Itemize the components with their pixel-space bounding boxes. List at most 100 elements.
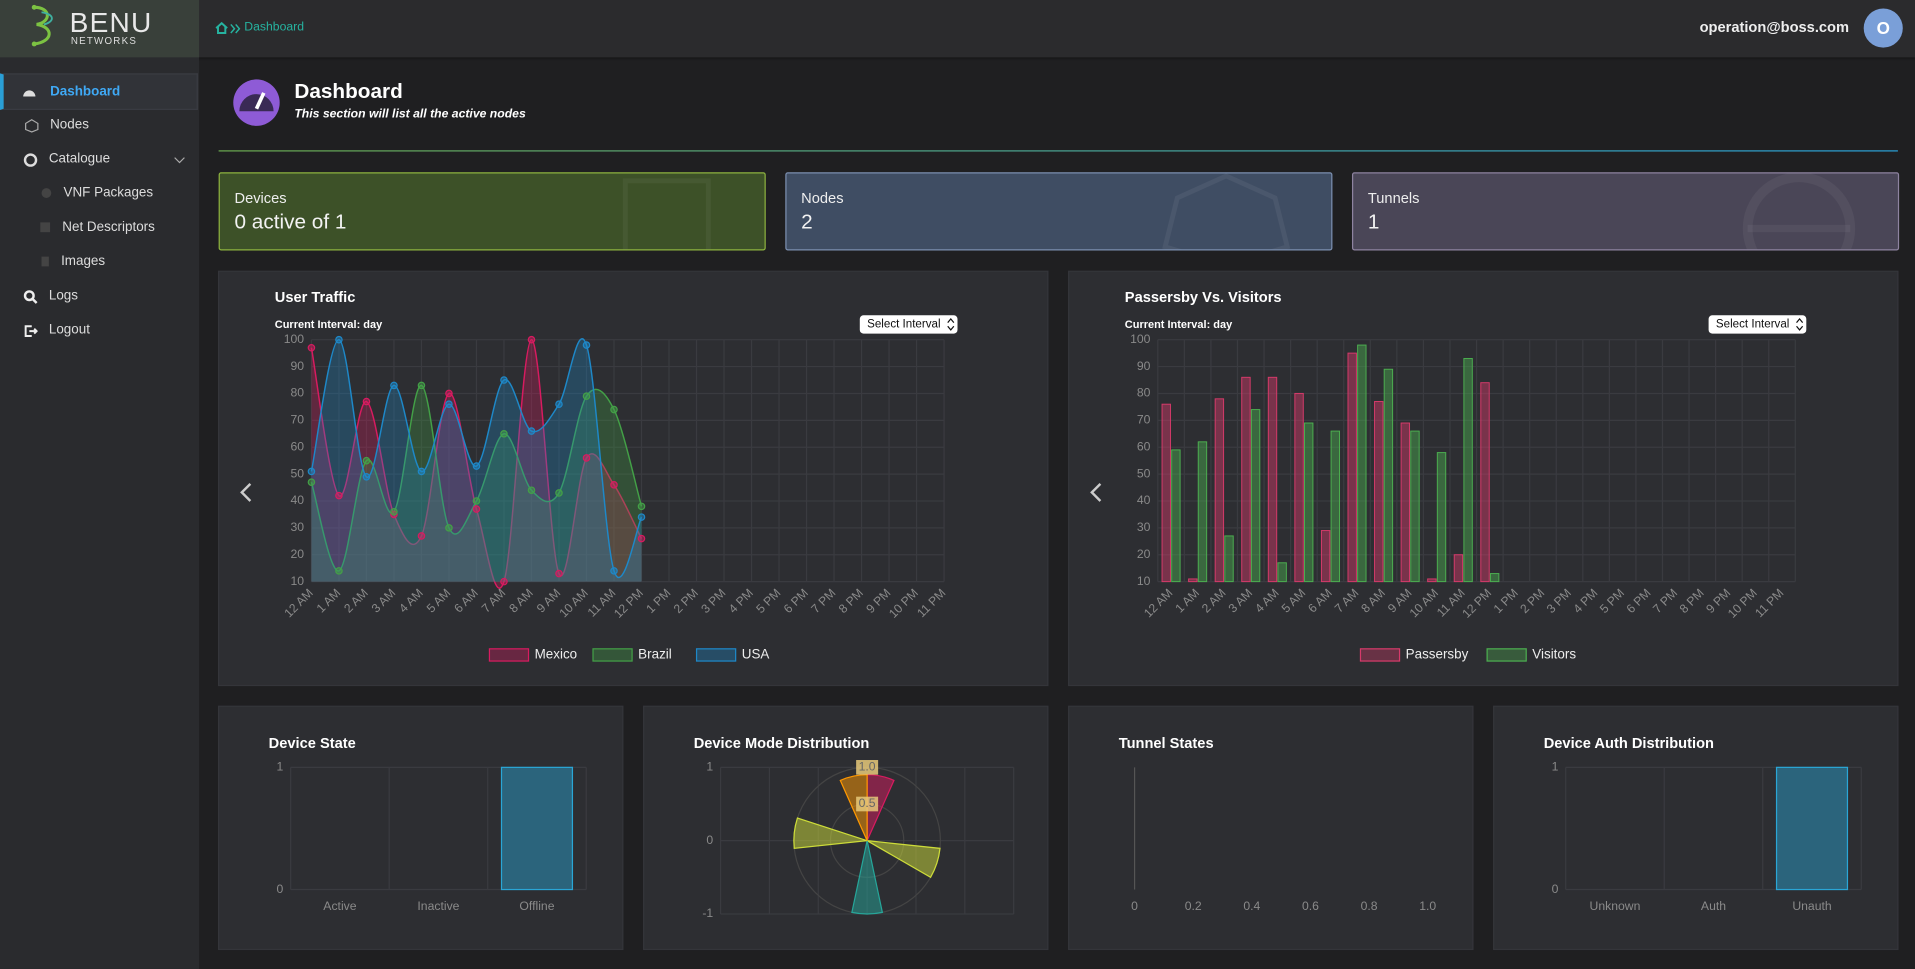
data-point[interactable] — [307, 478, 316, 486]
user-email[interactable]: operation@boss.com — [1699, 18, 1850, 36]
interval-select-label[interactable]: Select Interval — [1716, 317, 1789, 330]
data-point[interactable] — [472, 462, 481, 470]
bar[interactable] — [1463, 358, 1473, 583]
legend-swatch[interactable] — [592, 648, 633, 662]
stat-card[interactable]: Devices 0 active of 1 — [218, 172, 766, 251]
nav-item[interactable]: Images — [0, 244, 199, 278]
bar[interactable] — [1357, 344, 1367, 583]
nav-item[interactable]: Logs — [0, 279, 199, 313]
nav-item[interactable]: Logout — [0, 313, 199, 347]
data-point[interactable] — [362, 456, 371, 465]
interval-select[interactable] — [1708, 315, 1807, 334]
data-point[interactable] — [445, 524, 453, 532]
bar[interactable] — [1383, 368, 1394, 583]
data-point[interactable] — [610, 481, 618, 489]
nav-item[interactable]: Catalogue — [0, 142, 199, 176]
bar[interactable] — [1410, 430, 1420, 583]
data-point[interactable] — [307, 343, 316, 352]
data-point[interactable] — [637, 502, 646, 511]
data-point[interactable] — [555, 569, 563, 578]
bar[interactable] — [1400, 422, 1411, 583]
stat-card[interactable]: Tunnels 1 — [1351, 172, 1900, 251]
data-point[interactable] — [555, 489, 563, 497]
data-point[interactable] — [472, 497, 481, 505]
stat-card[interactable]: Nodes 2 — [785, 172, 1333, 251]
data-point[interactable] — [445, 389, 453, 398]
bar[interactable] — [1330, 430, 1340, 583]
nav-item[interactable]: Nodes — [0, 108, 199, 142]
data-point[interactable] — [637, 513, 646, 521]
data-point[interactable] — [555, 400, 563, 408]
bar[interactable] — [1427, 578, 1437, 583]
bar[interactable] — [1250, 409, 1261, 583]
data-point[interactable] — [582, 454, 591, 462]
data-point[interactable] — [500, 577, 508, 586]
legend-label[interactable]: Passersby — [1406, 646, 1469, 661]
legend-label[interactable]: Brazil — [638, 646, 672, 661]
bar[interactable] — [1277, 562, 1287, 583]
data-point[interactable] — [527, 486, 536, 495]
bar[interactable] — [1304, 422, 1314, 583]
data-point[interactable] — [472, 505, 481, 513]
avatar[interactable]: O — [1863, 8, 1903, 48]
legend-label[interactable]: USA — [742, 646, 770, 661]
logo-area[interactable]: BENU NETWORKS — [0, 0, 200, 58]
bar[interactable] — [1214, 398, 1225, 583]
bar[interactable] — [1224, 535, 1234, 583]
legend-swatch[interactable] — [1359, 648, 1401, 662]
polar-segment[interactable] — [866, 840, 941, 879]
bar[interactable] — [1241, 376, 1251, 583]
data-point[interactable] — [500, 429, 508, 438]
bar[interactable] — [1775, 766, 1849, 891]
data-point[interactable] — [335, 335, 343, 344]
bar[interactable] — [1374, 401, 1384, 583]
interval-select-label[interactable]: Select Interval — [867, 317, 940, 330]
bar[interactable] — [1161, 403, 1171, 583]
data-point[interactable] — [335, 567, 343, 575]
nav-item[interactable]: Dashboard — [0, 73, 198, 110]
data-point[interactable] — [610, 405, 618, 414]
data-point[interactable] — [582, 392, 591, 400]
legend-label[interactable]: Mexico — [535, 646, 578, 661]
data-point[interactable] — [417, 381, 426, 390]
data-point[interactable] — [390, 507, 398, 516]
legend-swatch[interactable] — [1486, 648, 1527, 662]
bar[interactable] — [1436, 452, 1447, 583]
interval-select[interactable] — [859, 315, 958, 334]
bar[interactable] — [500, 766, 574, 891]
legend-swatch[interactable] — [488, 648, 530, 662]
nav-item[interactable]: Net Descriptors — [0, 210, 199, 244]
bar[interactable] — [1489, 573, 1500, 583]
data-point[interactable] — [500, 376, 508, 384]
data-point[interactable] — [527, 427, 536, 435]
bar[interactable] — [1453, 554, 1464, 583]
data-point[interactable] — [527, 335, 536, 344]
bar[interactable] — [1347, 352, 1357, 583]
data-point[interactable] — [362, 472, 371, 481]
breadcrumb[interactable]: Dashboard — [244, 20, 305, 35]
data-point[interactable] — [610, 567, 618, 575]
data-point[interactable] — [637, 534, 646, 543]
breadcrumb-home[interactable] — [215, 21, 244, 38]
legend-swatch[interactable] — [695, 648, 737, 662]
bar[interactable] — [1188, 578, 1198, 583]
data-point[interactable] — [390, 381, 398, 390]
bar[interactable] — [1320, 530, 1331, 583]
bar[interactable] — [1171, 449, 1181, 583]
bar[interactable] — [1197, 441, 1208, 583]
data-point[interactable] — [335, 491, 343, 500]
nav-item[interactable]: VNF Packages — [0, 176, 199, 210]
data-point[interactable] — [417, 467, 426, 476]
data-point[interactable] — [307, 467, 316, 476]
prev-arrow[interactable] — [1090, 483, 1102, 502]
polar-segment[interactable] — [793, 817, 868, 850]
prev-arrow[interactable] — [240, 483, 252, 502]
bar[interactable] — [1267, 376, 1278, 583]
data-point[interactable] — [362, 397, 371, 406]
data-point[interactable] — [445, 400, 453, 408]
data-point[interactable] — [417, 532, 426, 540]
bar[interactable] — [1480, 382, 1490, 583]
bar[interactable] — [1294, 392, 1304, 583]
legend-label[interactable]: Visitors — [1532, 646, 1576, 661]
data-point[interactable] — [582, 341, 591, 349]
